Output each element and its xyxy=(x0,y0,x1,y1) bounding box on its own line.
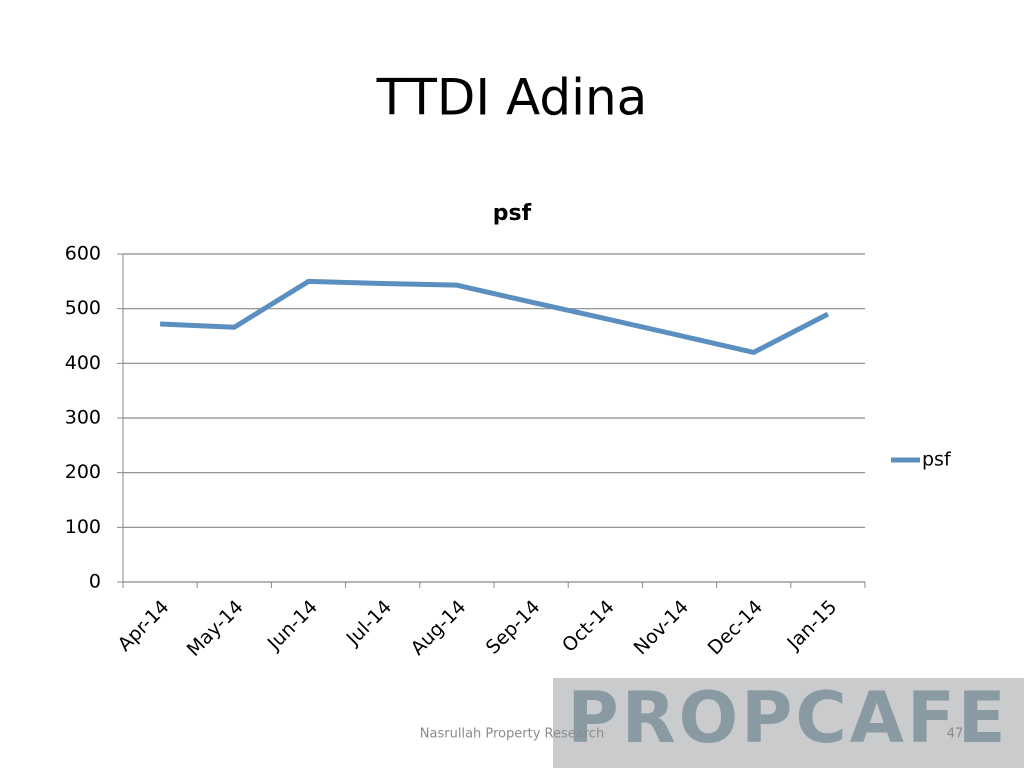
footer: Nasrullah Property Research xyxy=(420,727,604,742)
x-tick-label: Jan-15 xyxy=(782,596,841,655)
series-line xyxy=(159,278,830,355)
logo: PROPCAFE xyxy=(567,677,1008,759)
y-tick-label: 100 xyxy=(65,516,101,538)
y-tick-label: 400 xyxy=(65,352,101,374)
slide-title: TTDI Adina xyxy=(376,69,648,127)
logo-background xyxy=(553,678,1024,768)
x-tick-label: Dec-14 xyxy=(704,596,768,660)
y-tick-label: 0 xyxy=(89,571,101,593)
x-tick-label: Sep-14 xyxy=(482,596,545,659)
x-tick-label: Jun-14 xyxy=(263,596,322,655)
x-tick-label: Apr-14 xyxy=(114,596,174,656)
x-tick-label: Oct-14 xyxy=(558,596,619,657)
page-number: 47 xyxy=(947,727,964,742)
x-tick-label: Nov-14 xyxy=(630,596,693,659)
y-tick-label: 300 xyxy=(65,407,101,429)
x-tick-label: May-14 xyxy=(183,596,248,661)
y-tick-label: 500 xyxy=(65,297,101,319)
chart-title: psf xyxy=(493,201,532,226)
y-tick-label: 600 xyxy=(65,243,101,265)
legend-label: psf xyxy=(922,449,952,471)
x-tick-label: Jul-14 xyxy=(342,596,396,650)
y-tick-label: 200 xyxy=(65,461,101,483)
x-tick-label: Aug-14 xyxy=(407,596,471,660)
